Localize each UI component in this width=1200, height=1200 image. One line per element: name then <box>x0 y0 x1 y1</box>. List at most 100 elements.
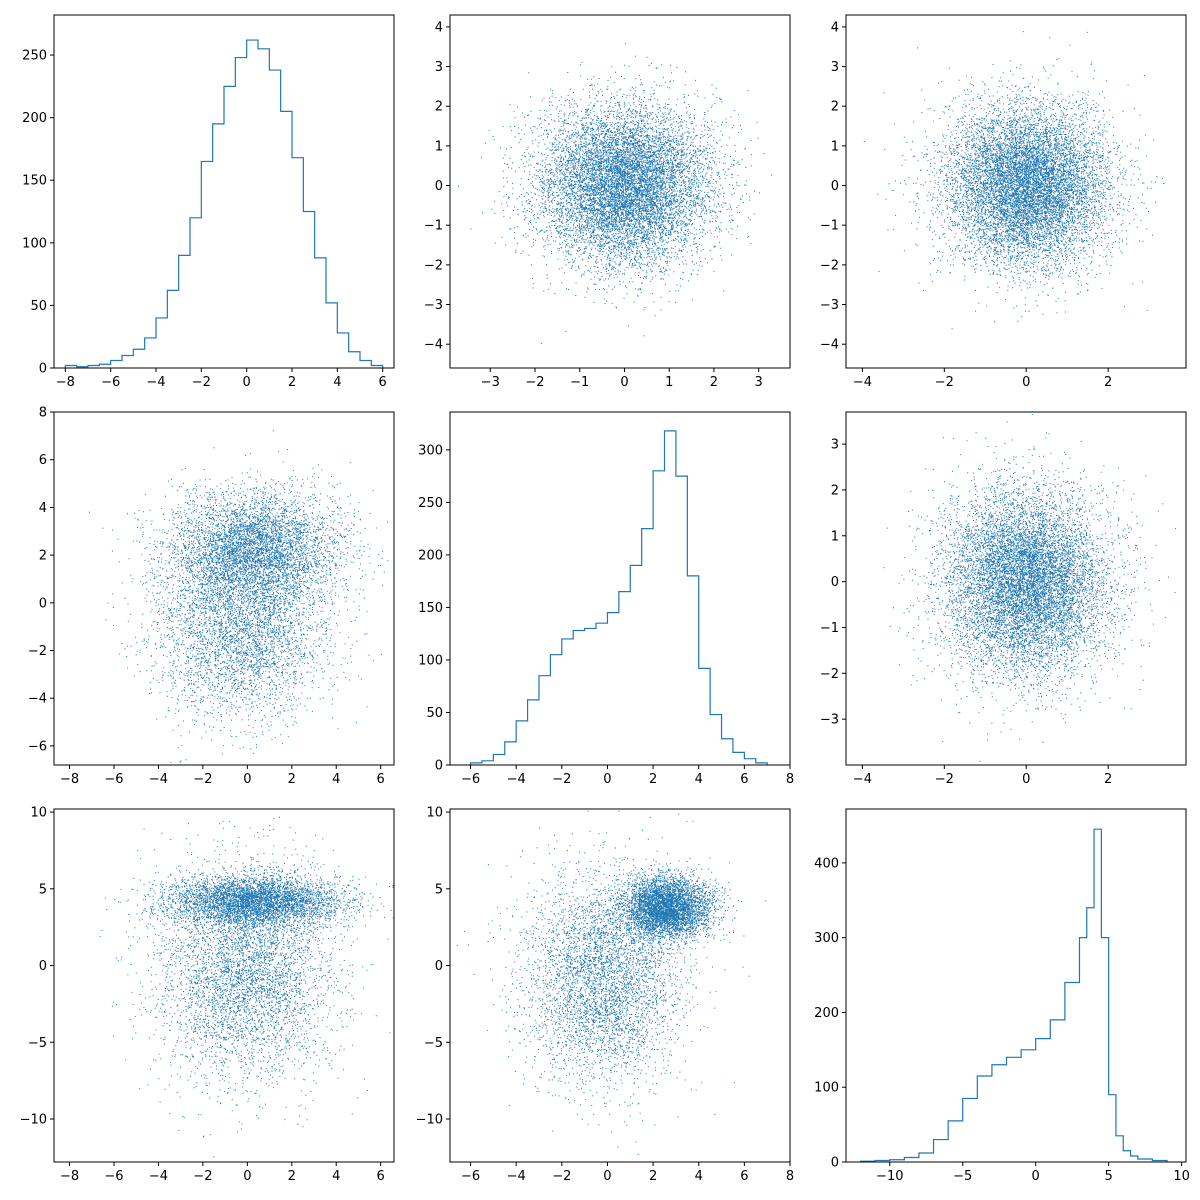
axes-frame <box>845 14 1187 369</box>
y-tick-label: 0 <box>39 362 47 377</box>
scatter-points <box>863 31 1165 330</box>
x-tick-label: −4 <box>149 772 168 787</box>
x-tick-label: −2 <box>192 375 211 390</box>
y-tick-label: 250 <box>22 49 47 64</box>
y-tick-label: −10 <box>20 1113 47 1128</box>
y-tick-label: 150 <box>418 601 443 616</box>
y-tick-label: 0 <box>435 759 443 774</box>
y-tick-label: 4 <box>831 20 839 35</box>
scatter-points <box>458 42 772 344</box>
y-tick-label: −1 <box>820 621 839 636</box>
x-tick-label: −3 <box>481 375 500 390</box>
y-tick-label: 150 <box>22 174 47 189</box>
y-tick-label: 200 <box>22 111 47 126</box>
plot-area <box>99 816 394 1158</box>
y-tick-label: −3 <box>820 713 839 728</box>
x-tick-label: 6 <box>379 375 387 390</box>
x-tick-label: −2 <box>935 772 954 787</box>
x-tick-label: 0 <box>243 772 251 787</box>
x-tick-label: 2 <box>649 1169 657 1184</box>
axes-frame <box>845 411 1187 766</box>
y-tick-label: −4 <box>820 338 839 353</box>
x-tick-label: 8 <box>786 772 794 787</box>
panel-row2-col2: −6 −4 −2 0 2 4 6 8 0 50 100 150 200 250 300 <box>418 411 794 787</box>
y-tick-label: 2 <box>435 100 443 115</box>
x-tick-label: −4 <box>507 772 526 787</box>
y-tick-label: 0 <box>831 1156 839 1171</box>
y-tick-label: 300 <box>814 931 839 946</box>
x-tick-label: 6 <box>377 772 385 787</box>
x-tick-label: 6 <box>377 1169 385 1184</box>
x-tick-label: −4 <box>507 1169 526 1184</box>
x-tick-label: 2 <box>288 1169 296 1184</box>
histogram-step-line <box>64 39 384 368</box>
y-tick-label: −6 <box>28 739 47 754</box>
x-tick-label: 1 <box>665 375 673 390</box>
x-tick-label: 0 <box>620 375 628 390</box>
histogram-step-line <box>469 430 768 765</box>
y-tick-label: 5 <box>435 882 443 897</box>
x-tick-label: 0 <box>603 1169 611 1184</box>
y-tick-label: 0 <box>39 596 47 611</box>
histogram-step-line <box>859 828 1168 1162</box>
y-tick-label: 400 <box>814 856 839 871</box>
x-tick-label: 2 <box>649 772 657 787</box>
x-tick-label: −8 <box>60 772 79 787</box>
axes-frame <box>53 14 395 369</box>
y-tick-label: 10 <box>426 806 443 821</box>
x-tick-label: −2 <box>193 772 212 787</box>
plot-area <box>469 430 768 765</box>
y-tick-label: 3 <box>831 60 839 75</box>
x-tick-label: −1 <box>570 375 589 390</box>
axes-frame <box>449 808 791 1163</box>
y-tick-label: 2 <box>831 483 839 498</box>
y-tick-label: 0 <box>831 575 839 590</box>
plot-area <box>456 810 767 1155</box>
y-tick-label: −3 <box>424 298 443 313</box>
y-tick-label: 3 <box>831 438 839 453</box>
y-tick-label: 1 <box>831 139 839 154</box>
x-tick-label: −6 <box>461 1169 480 1184</box>
panel-row1-col1: −8 −6 −4 −2 0 2 4 6 0 50 100 150 200 250 <box>22 14 395 390</box>
x-tick-label: 6 <box>740 1169 748 1184</box>
x-tick-label: 10 <box>1173 1169 1190 1184</box>
x-tick-label: −5 <box>953 1169 972 1184</box>
y-tick-label: 0 <box>831 179 839 194</box>
y-tick-label: 0 <box>435 179 443 194</box>
y-tick-label: 100 <box>814 1081 839 1096</box>
x-tick-label: −6 <box>461 772 480 787</box>
y-tick-label: 100 <box>418 653 443 668</box>
y-tick-label: −10 <box>416 1113 443 1128</box>
scatter-points <box>456 810 767 1155</box>
x-tick-label: 6 <box>740 772 748 787</box>
y-tick-label: 50 <box>426 706 443 721</box>
plot-area <box>64 39 384 368</box>
plot-area <box>859 828 1168 1162</box>
y-tick-label: 5 <box>39 882 47 897</box>
panel-row2-col3: −4 −2 0 2 −3 −2 −1 0 1 2 3 <box>820 411 1187 787</box>
y-tick-label: 50 <box>30 299 47 314</box>
x-tick-label: 0 <box>1032 1169 1040 1184</box>
panel-row2-col1: −8 −6 −4 −2 0 2 4 6 −6 −4 −2 0 2 4 6 8 <box>28 406 395 787</box>
scatter-points <box>99 816 394 1158</box>
panel-row3-col2: −6 −4 −2 0 2 4 6 8 −10 −5 0 5 10 <box>416 806 795 1184</box>
y-tick-label: 1 <box>435 139 443 154</box>
y-tick-label: 6 <box>39 453 47 468</box>
scatter-points <box>883 414 1177 762</box>
x-tick-label: −2 <box>193 1169 212 1184</box>
y-tick-label: 10 <box>30 806 47 821</box>
y-tick-label: −2 <box>820 667 839 682</box>
y-tick-label: 250 <box>418 496 443 511</box>
x-tick-label: −6 <box>104 1169 123 1184</box>
plot-area <box>883 414 1177 762</box>
x-tick-label: 0 <box>1022 772 1030 787</box>
x-tick-label: 3 <box>755 375 763 390</box>
plot-area <box>89 430 389 764</box>
y-tick-label: −2 <box>820 258 839 273</box>
axes-frame <box>53 411 395 766</box>
x-tick-label: 0 <box>243 1169 251 1184</box>
x-tick-label: 4 <box>333 375 341 390</box>
y-tick-label: 200 <box>814 1006 839 1021</box>
